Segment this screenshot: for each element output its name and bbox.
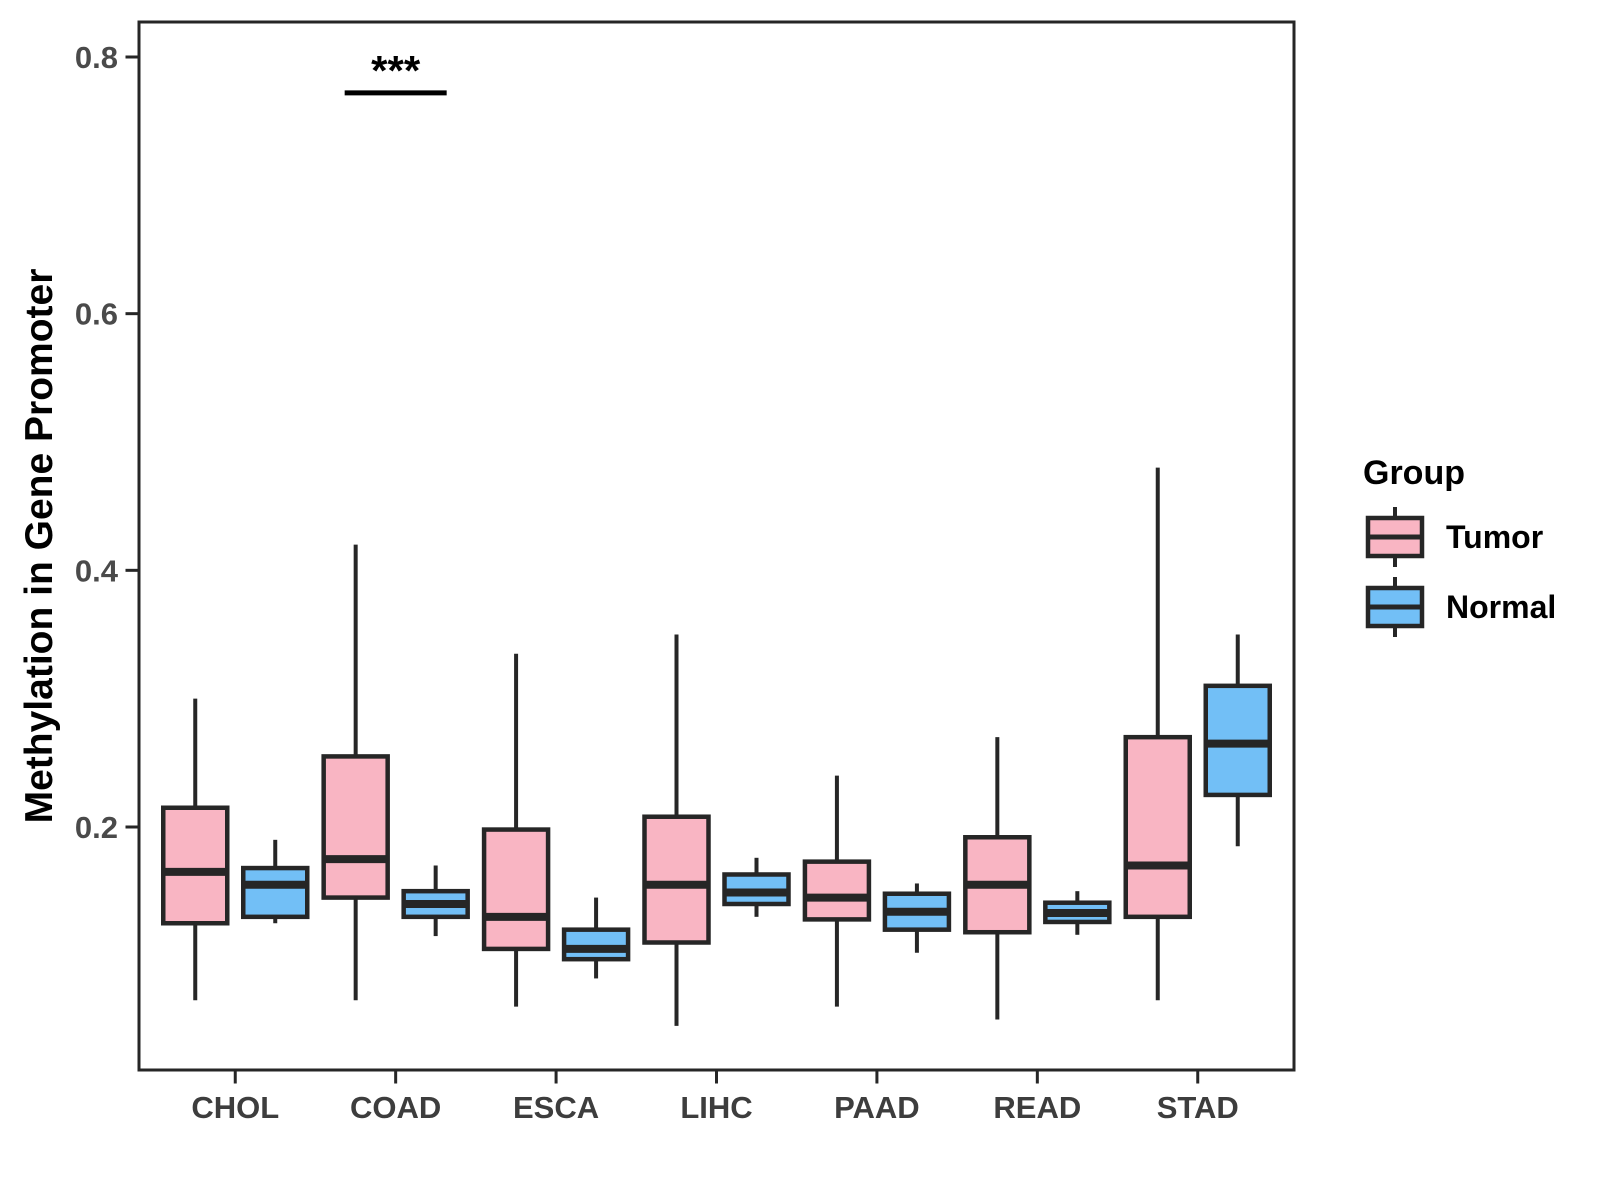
y-tick-label-0.8: 0.8 — [75, 40, 118, 75]
boxplot-Tumor-LIHC — [642, 634, 711, 1026]
y-tick-label-0.4: 0.4 — [75, 553, 119, 588]
iqr-box — [321, 754, 390, 900]
iqr-box — [642, 814, 711, 945]
boxplot-Normal-ESCA — [561, 897, 631, 979]
boxplot-Tumor-STAD — [1123, 467, 1192, 1001]
boxplot-Normal-COAD — [401, 865, 470, 937]
y-axis-title: Methylation in Gene Promoter — [18, 269, 61, 824]
significance-stars: *** — [371, 47, 421, 94]
boxplot-Tumor-READ — [963, 737, 1032, 1020]
x-tick-label-ESCA: ESCA — [513, 1090, 599, 1125]
boxplot-Normal-PAAD — [882, 883, 952, 953]
axis-ticks-layer: 0.2 0.4 0.6 0.8 CHOL COAD ESCA LIHC PAAD READ STAD — [75, 40, 1239, 1125]
x-tick-label-STAD: STAD — [1157, 1090, 1239, 1125]
iqr-box — [802, 859, 872, 922]
y-tick-label-0.2: 0.2 — [75, 810, 118, 845]
legend-key-normal — [1365, 577, 1425, 637]
x-tick-label-LIHC: LIHC — [680, 1090, 752, 1125]
boxplot-Tumor-ESCA — [481, 653, 551, 1007]
legend-key-tumor — [1365, 507, 1425, 567]
x-tick-label-COAD: COAD — [350, 1090, 441, 1125]
legend: Group Tumor Normal — [1363, 454, 1556, 637]
legend-label-normal: Normal — [1446, 589, 1556, 625]
iqr-box — [1123, 734, 1192, 920]
iqr-box — [481, 827, 551, 952]
legend-title: Group — [1363, 454, 1465, 492]
iqr-box — [241, 865, 310, 920]
boxplot-Tumor-PAAD — [802, 775, 872, 1007]
legend-keys — [1365, 507, 1425, 637]
x-tick-label-CHOL: CHOL — [191, 1090, 279, 1125]
iqr-box — [561, 927, 631, 962]
boxplot-Tumor-COAD — [321, 544, 390, 1001]
iqr-box — [161, 805, 230, 926]
x-tick-label-PAAD: PAAD — [834, 1090, 920, 1125]
significance-annotation: *** — [344, 47, 447, 96]
boxplot-Tumor-CHOL — [161, 698, 230, 1001]
legend-label-tumor: Tumor — [1446, 519, 1543, 555]
y-tick-label-0.6: 0.6 — [75, 297, 118, 332]
boxes-layer — [161, 467, 1272, 1026]
boxplot-Normal-LIHC — [722, 857, 791, 917]
boxplot-Normal-CHOL — [241, 839, 310, 924]
boxplot-Normal-STAD — [1203, 634, 1272, 847]
plot-panel — [137, 20, 1296, 1072]
boxplot-Normal-READ — [1043, 891, 1112, 935]
x-tick-label-READ: READ — [993, 1090, 1081, 1125]
